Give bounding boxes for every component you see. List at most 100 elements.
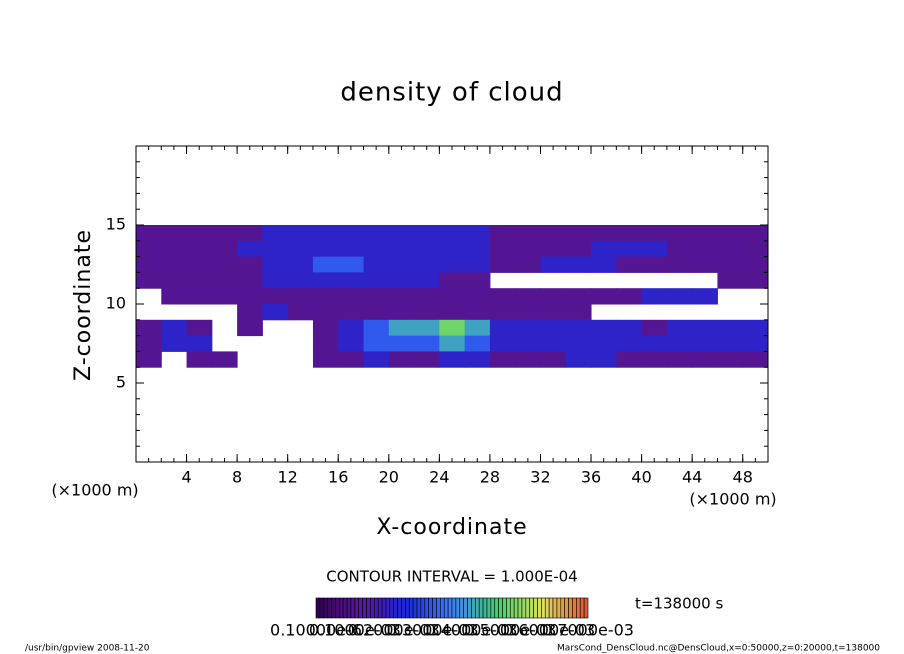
heat-cell <box>186 335 213 352</box>
colorbar-box <box>475 597 480 619</box>
heat-cell <box>717 335 744 352</box>
colorbar-box <box>494 597 499 619</box>
heat-cell <box>717 272 744 289</box>
heat-cell <box>692 240 718 258</box>
heat-cell <box>237 319 263 337</box>
heat-cell <box>666 351 693 368</box>
colorbar-box <box>424 597 429 619</box>
heat-cell <box>616 288 643 305</box>
heat-cell <box>515 351 541 368</box>
colorbar-box <box>397 597 402 619</box>
heat-cell <box>161 272 188 289</box>
heat-cell <box>237 240 263 258</box>
colorbar-box <box>393 597 398 619</box>
heat-cell <box>388 304 415 321</box>
heat-cell <box>464 304 491 321</box>
colorbar-box <box>385 597 391 619</box>
heat-cell <box>540 256 567 273</box>
colorbar-box <box>323 597 328 619</box>
heat-cell <box>616 319 643 337</box>
colorbar-box <box>583 597 589 619</box>
heat-cell <box>616 225 643 242</box>
heat-cell <box>565 240 592 258</box>
heat-cell <box>262 256 289 273</box>
x-tick-label: 48 <box>733 468 753 487</box>
heat-cell <box>464 272 491 289</box>
heat-cell <box>515 225 541 242</box>
heat-cell <box>515 319 541 337</box>
heat-cell <box>591 319 617 337</box>
heat-cell <box>186 272 213 289</box>
colorbar-box <box>358 597 363 619</box>
heat-cell <box>565 288 592 305</box>
colorbar-box <box>432 597 437 619</box>
heat-cell <box>211 272 238 289</box>
colorbar-box <box>576 597 581 619</box>
colorbar-box <box>455 597 461 619</box>
heat-cell <box>338 319 365 337</box>
colorbar-label: 0.1000e-03 <box>309 621 401 640</box>
heat-cell <box>439 288 466 305</box>
heat-cell <box>186 351 213 368</box>
heat-cell <box>692 335 718 352</box>
heat-cell <box>489 225 516 242</box>
heat-cell <box>262 272 289 289</box>
colorbar-box <box>354 597 360 619</box>
heat-cell <box>414 256 440 273</box>
heat-cell <box>312 319 339 337</box>
heat-cell <box>161 288 188 305</box>
heat-cell <box>388 351 415 368</box>
heat-cell <box>515 256 541 273</box>
heat-cell <box>363 225 390 242</box>
colorbar-box <box>478 597 484 619</box>
colorbar-box <box>373 597 379 619</box>
heat-cell <box>237 272 263 289</box>
heat-cell <box>489 319 516 337</box>
colorbar-box <box>525 597 531 619</box>
heat-cell <box>666 335 693 352</box>
heat-cell <box>742 225 769 242</box>
colorbar-box <box>440 597 445 619</box>
footer-right: MarsCond_DensCloud.nc@DensCloud,x=0:5000… <box>557 644 880 654</box>
heat-cell <box>641 319 668 337</box>
colorbar-box <box>506 597 511 619</box>
x-axis-label: X-coordinate <box>376 515 527 540</box>
heat-cell <box>312 256 339 273</box>
colorbar-box <box>416 597 422 619</box>
heat-cell <box>742 240 769 258</box>
heat-cell <box>136 240 162 258</box>
heat-cell <box>262 225 289 242</box>
heat-cell <box>237 256 263 273</box>
heat-cell <box>515 335 541 352</box>
heat-cell <box>717 256 744 273</box>
heat-cell <box>186 319 213 337</box>
colorbar-box <box>517 597 523 619</box>
heat-cell <box>616 351 643 368</box>
heat-cell <box>363 272 390 289</box>
heat-cell <box>136 272 162 289</box>
heat-cell <box>363 304 390 321</box>
colorbar-box <box>498 597 503 619</box>
heat-cell <box>363 335 390 352</box>
colorbar-box <box>463 597 468 619</box>
heat-cell <box>540 319 567 337</box>
heat-cell <box>211 225 238 242</box>
heat-cell <box>287 240 314 258</box>
heat-cell <box>414 240 440 258</box>
colorbar-box <box>572 597 577 619</box>
colorbar-box <box>537 597 542 619</box>
heat-cell <box>414 304 440 321</box>
colorbar-label: 0.7000e-03 <box>542 621 634 640</box>
heat-cell <box>717 351 744 368</box>
heat-cell <box>312 225 339 242</box>
heat-cell <box>211 256 238 273</box>
heat-cell <box>287 225 314 242</box>
footer-left: /usr/bin/gpview 2008-11-20 <box>25 644 150 654</box>
heat-cell <box>338 304 365 321</box>
heat-cell <box>717 240 744 258</box>
heat-cell <box>439 225 466 242</box>
heat-cell <box>414 288 440 305</box>
heat-cell <box>388 225 415 242</box>
colorbar-box <box>339 597 344 619</box>
